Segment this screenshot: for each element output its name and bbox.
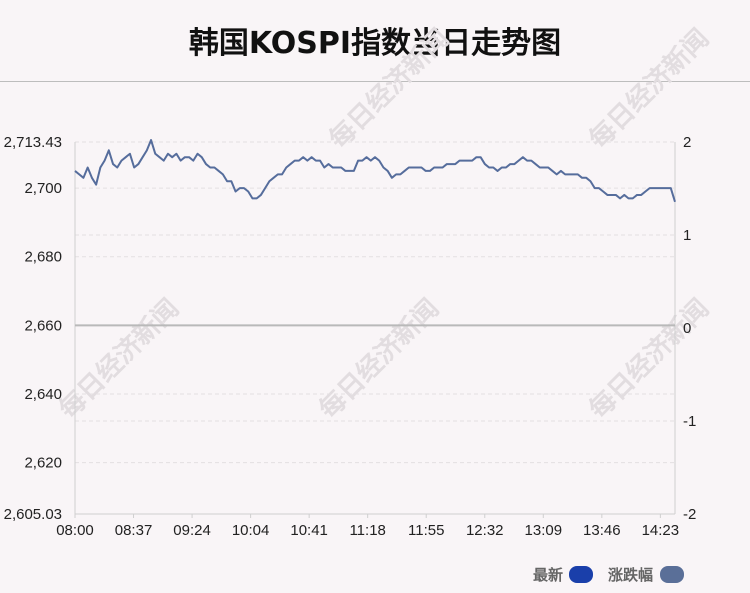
- y-tick-label: 2,605.03: [4, 506, 62, 523]
- watermark-text: 每日经济新闻: [583, 293, 715, 425]
- y2-tick-label: 0: [683, 320, 691, 337]
- y2-tick-label: 2: [683, 134, 691, 151]
- x-tick-label: 10:41: [290, 522, 328, 539]
- x-tick-label: 13:46: [583, 522, 621, 539]
- y-tick-label: 2,680: [24, 249, 62, 266]
- x-tick-label: 12:32: [466, 522, 504, 539]
- title-divider: [0, 81, 750, 82]
- legend-swatch: [569, 566, 593, 583]
- chart-title: 韩国KOSPI指数当日走势图: [188, 26, 562, 61]
- x-tick-label: 13:09: [525, 522, 563, 539]
- axes: [74, 142, 676, 515]
- y-tick-label: 2,660: [24, 317, 62, 334]
- series-layer: [74, 139, 676, 203]
- series-line: [74, 139, 676, 203]
- y-tick-label: 2,640: [24, 386, 62, 403]
- watermark-text: 每日经济新闻: [583, 23, 715, 155]
- x-tick-label: 11:55: [408, 522, 444, 539]
- legend-label: 涨跌幅: [608, 566, 653, 584]
- y-axis-right-labels: 2 1 0 -1 -2: [683, 134, 696, 523]
- y2-tick-label: -1: [683, 413, 696, 430]
- watermark-text: 每日经济新闻: [313, 293, 445, 425]
- watermark-text: 每日经济新闻: [323, 23, 455, 155]
- y-tick-label: 2,700: [24, 180, 62, 197]
- y2-tick-label: 1: [683, 227, 691, 244]
- y-axis-left-labels: 2,713.43 2,700 2,680 2,660 2,640 2,620 2,605.0…: [4, 134, 62, 523]
- x-tick-label: 14:23: [642, 522, 680, 539]
- watermark-text: 每日经济新闻: [53, 293, 185, 425]
- legend: 最新 涨跌幅: [533, 566, 684, 584]
- x-tick-label: 08:37: [115, 522, 153, 539]
- legend-swatch: [660, 566, 684, 583]
- x-axis-labels: 08:00 08:37 09:24 10:04 10:41 11:18 11:55 12:32…: [56, 514, 679, 539]
- legend-label: 最新: [533, 566, 563, 584]
- x-tick-label: 09:24: [173, 522, 211, 539]
- y-tick-label: 2,620: [24, 455, 62, 472]
- x-tick-label: 10:04: [232, 522, 270, 539]
- y2-tick-label: -2: [683, 506, 696, 523]
- x-tick-label: 11:18: [349, 522, 385, 539]
- x-tick-label: 08:00: [56, 522, 94, 539]
- y-tick-label: 2,713.43: [4, 134, 62, 151]
